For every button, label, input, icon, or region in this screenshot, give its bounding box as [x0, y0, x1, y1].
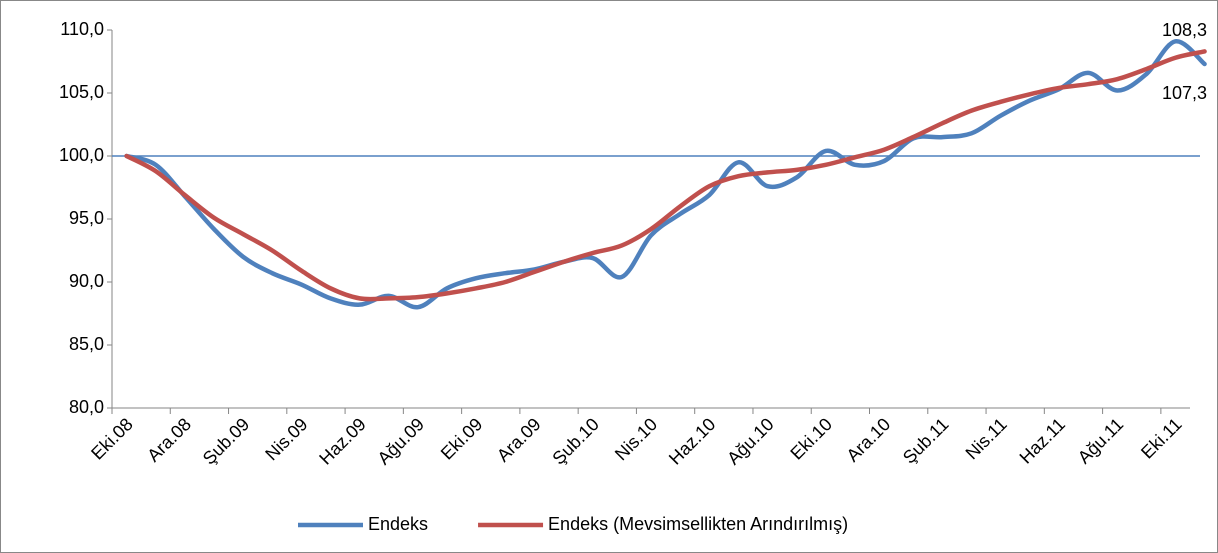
y-tick-label: 90,0 — [69, 271, 104, 291]
series-line — [124, 49, 1207, 302]
y-tick-label: 80,0 — [69, 397, 104, 417]
series-line — [124, 39, 1207, 310]
legend-label: Endeks (Mevsimsellikten Arındırılmış) — [548, 514, 848, 534]
legend-label: Endeks — [368, 514, 428, 534]
y-tick-label: 95,0 — [69, 208, 104, 228]
y-tick-label: 100,0 — [59, 145, 104, 165]
data-label: 107,3 — [1162, 83, 1207, 103]
y-tick-label: 85,0 — [69, 334, 104, 354]
y-tick-label: 105,0 — [59, 82, 104, 102]
y-tick-label: 110,0 — [60, 19, 104, 39]
data-label: 108,3 — [1162, 20, 1207, 40]
